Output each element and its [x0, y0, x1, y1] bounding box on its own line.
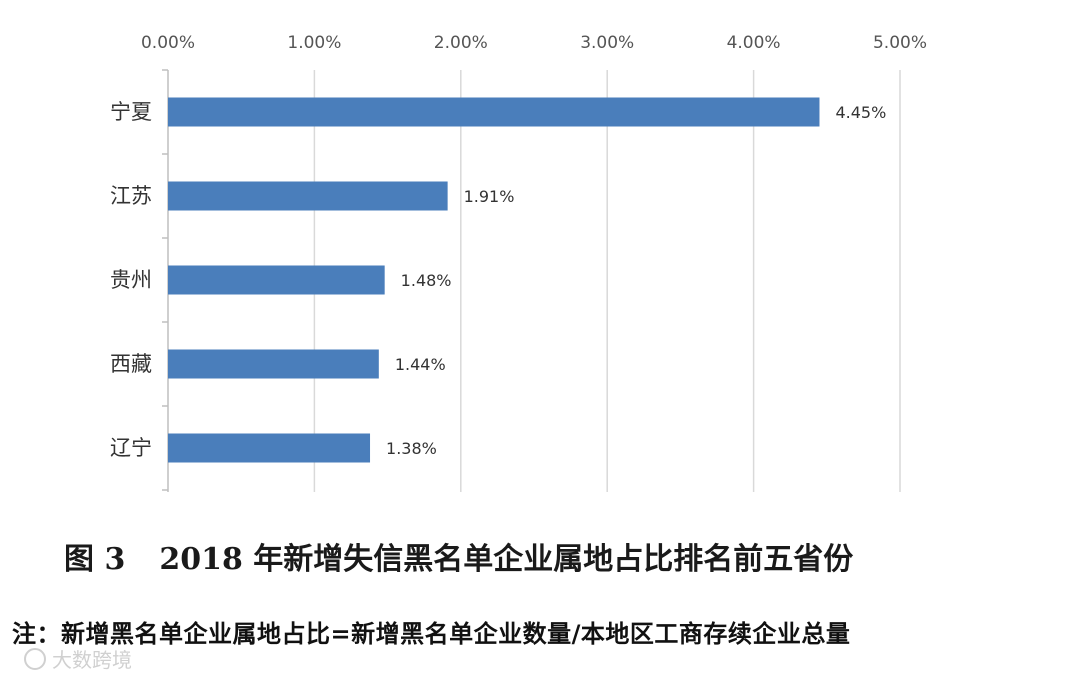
- category-label: 贵州: [110, 268, 152, 292]
- y-axis: [162, 69, 169, 492]
- footnote: 注：新增黑名单企业属地占比=新增黑名单企业数量/本地区工商存续企业总量: [12, 620, 851, 648]
- x-tick-label: 1.00%: [287, 33, 341, 53]
- figure-title: 2018 年新增失信黑名单企业属地占比排名前五省份: [159, 542, 854, 577]
- data-label: 1.38%: [386, 439, 437, 458]
- figure-caption: 图 3 2018 年新增失信黑名单企业属地占比排名前五省份: [64, 534, 853, 578]
- x-tick-label: 0.00%: [141, 33, 195, 53]
- gridlines: [313, 70, 901, 492]
- bar: [168, 97, 820, 127]
- watermark-text: 大数跨境: [52, 648, 132, 672]
- bar: [168, 181, 448, 211]
- bar: [168, 265, 385, 295]
- x-tick-label: 2.00%: [434, 33, 488, 53]
- x-tick-label: 5.00%: [873, 33, 927, 53]
- watermark-logo-icon: [24, 648, 46, 670]
- data-label: 1.91%: [464, 187, 515, 206]
- category-label: 宁夏: [110, 100, 152, 124]
- data-label: 1.44%: [395, 355, 446, 374]
- watermark: 大数跨境: [24, 644, 132, 673]
- category-label: 辽宁: [110, 436, 152, 460]
- data-label: 1.48%: [401, 271, 452, 290]
- data-labels: 4.45% 1.91% 1.48% 1.44% 1.38%: [386, 103, 886, 458]
- figure-number: 图 3: [64, 542, 126, 577]
- x-axis-ticks: 0.00% 1.00% 2.00% 3.00% 4.00% 5.00%: [141, 33, 927, 53]
- data-label: 4.45%: [835, 103, 886, 122]
- bar: [168, 433, 371, 463]
- x-tick-label: 3.00%: [580, 33, 634, 53]
- category-label: 江苏: [110, 184, 152, 208]
- bar: [168, 349, 379, 379]
- bars: [168, 97, 820, 463]
- category-label: 西藏: [110, 352, 152, 376]
- x-tick-label: 4.00%: [727, 33, 781, 53]
- bar-chart: 0.00% 1.00% 2.00% 3.00% 4.00% 5.00% 宁夏江苏贵州西藏辽…: [110, 33, 927, 492]
